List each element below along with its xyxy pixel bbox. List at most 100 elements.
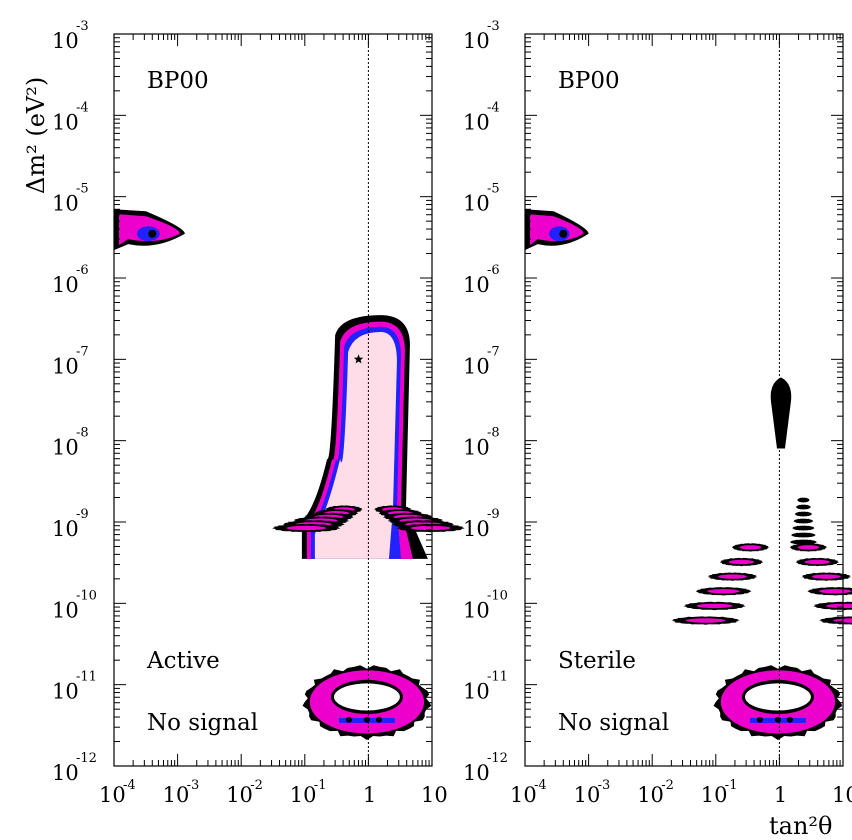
y-tick-label: 10 — [52, 192, 79, 216]
y-tick-label: 10 — [52, 273, 79, 297]
lma-island-contour — [770, 377, 792, 449]
vac-minimum-point — [345, 716, 352, 723]
y-tick-label: 10 — [52, 761, 79, 785]
low-band-99 — [739, 545, 762, 550]
low-band-99 — [685, 618, 726, 623]
low-band-99 — [718, 574, 747, 579]
x-tick-label-exponent: -4 — [123, 778, 136, 793]
model-label: BP00 — [147, 68, 209, 94]
y-tick-label-exponent: -4 — [76, 100, 89, 115]
low-band-99 — [728, 559, 755, 565]
low-streak — [791, 532, 816, 538]
vac-inner-hole — [334, 683, 400, 711]
x-tick-label: 1 — [363, 783, 376, 807]
y-tick-label-exponent: -11 — [76, 670, 97, 685]
y-tick-label: 10 — [463, 192, 490, 216]
y-tick-label-exponent: -6 — [76, 263, 89, 278]
y-tick-label: 10 — [463, 436, 490, 460]
x-tick-label-exponent: -3 — [598, 778, 611, 793]
model-label: BP00 — [558, 68, 620, 94]
y-tick-label-exponent: -3 — [76, 19, 89, 34]
x-tick-label: 10 — [510, 783, 537, 807]
low-band-99 — [286, 525, 326, 531]
lma-contour-90 — [314, 331, 397, 559]
y-tick-label-exponent: -7 — [487, 344, 500, 359]
x-tick-label: 10 — [226, 783, 253, 807]
low-band-99 — [797, 545, 820, 550]
y-tick-label-exponent: -4 — [487, 100, 500, 115]
y-tick-label: 10 — [463, 680, 490, 704]
y-tick-label-exponent: -9 — [76, 507, 89, 522]
x-tick-label-exponent: -2 — [250, 778, 263, 793]
best-fit-star — [353, 354, 364, 364]
x-tick-label-exponent: -3 — [187, 778, 200, 793]
neutrino-type-label: Active — [146, 648, 220, 674]
low-streak — [797, 497, 810, 503]
y-tick-label-exponent: -8 — [76, 426, 89, 441]
y-tick-label: 10 — [52, 517, 79, 541]
y-tick-label: 10 — [52, 29, 79, 53]
y-tick-label: 10 — [463, 110, 490, 134]
y-tick-label: 10 — [463, 761, 490, 785]
neutrino-type-label: Sterile — [558, 648, 636, 674]
y-tick-label-exponent: -12 — [487, 751, 508, 766]
no-signal-label: No signal — [147, 710, 258, 736]
low-band-99 — [826, 603, 852, 609]
x-tick-label-exponent: -1 — [314, 778, 327, 793]
x-tick-label-exponent: -1 — [725, 778, 738, 793]
sma-minimum-point — [559, 229, 568, 238]
low-band-99 — [696, 603, 733, 609]
no-signal-label: No signal — [558, 710, 669, 736]
low-streak — [794, 511, 813, 517]
y-tick-label-exponent: -9 — [487, 507, 500, 522]
y-tick-label: 10 — [52, 110, 79, 134]
y-tick-label-exponent: -3 — [487, 19, 500, 34]
x-tick-label: 10 — [832, 783, 852, 807]
y-tick-label-exponent: -11 — [487, 670, 508, 685]
y-axis-title: Δm² (eV²) — [22, 77, 50, 194]
y-tick-label-exponent: -5 — [76, 182, 89, 197]
y-tick-label-exponent: -5 — [487, 182, 500, 197]
y-tick-label: 10 — [52, 436, 79, 460]
low-streak — [793, 518, 814, 524]
low-streak — [789, 539, 818, 545]
y-tick-label-exponent: -10 — [76, 588, 97, 603]
y-tick-label: 10 — [463, 273, 490, 297]
vac-minimum-point — [786, 716, 793, 723]
y-tick-label-exponent: -8 — [487, 426, 500, 441]
vac-minimum-point — [756, 716, 763, 723]
x-tick-label: 1 — [774, 783, 787, 807]
panel-active: 10-4 10-3 10-2 10-1 1 1010-310-410-510-610-71… — [22, 19, 465, 807]
low-band-99 — [811, 574, 841, 579]
plot-frame — [113, 33, 433, 767]
x-tick-label: 10 — [290, 783, 317, 807]
low-band-99 — [410, 525, 451, 531]
x-tick-label: 10 — [701, 783, 728, 807]
low-band-99 — [804, 559, 830, 565]
y-tick-label: 10 — [52, 354, 79, 378]
y-tick-label: 10 — [463, 29, 490, 53]
y-tick-label: 10 — [463, 354, 490, 378]
vac-minimum-point — [375, 716, 382, 723]
x-tick-label-exponent: -2 — [661, 778, 674, 793]
x-tick-label: 10 — [163, 783, 190, 807]
x-axis-title: tan²θ — [769, 812, 832, 840]
x-tick-label: 10 — [421, 783, 448, 807]
low-band-99 — [707, 589, 740, 594]
y-tick-label: 10 — [52, 598, 79, 622]
x-tick-label: 10 — [99, 783, 126, 807]
panel-sterile: 10-410-310-210-111010-310-410-510-610-71… — [463, 19, 852, 840]
vac-inner-hole — [745, 683, 811, 711]
plot-frame — [524, 33, 844, 767]
x-tick-label: 10 — [574, 783, 601, 807]
y-tick-label-exponent: -7 — [76, 344, 89, 359]
y-tick-label: 10 — [463, 598, 490, 622]
x-tick-label: 10 — [637, 783, 664, 807]
vac-minimum-point — [363, 716, 370, 723]
vac-minimum-point — [774, 716, 781, 723]
y-tick-label-exponent: -6 — [487, 263, 500, 278]
y-tick-label: 10 — [52, 680, 79, 704]
sma-minimum-point — [148, 229, 157, 238]
y-tick-label: 10 — [463, 517, 490, 541]
